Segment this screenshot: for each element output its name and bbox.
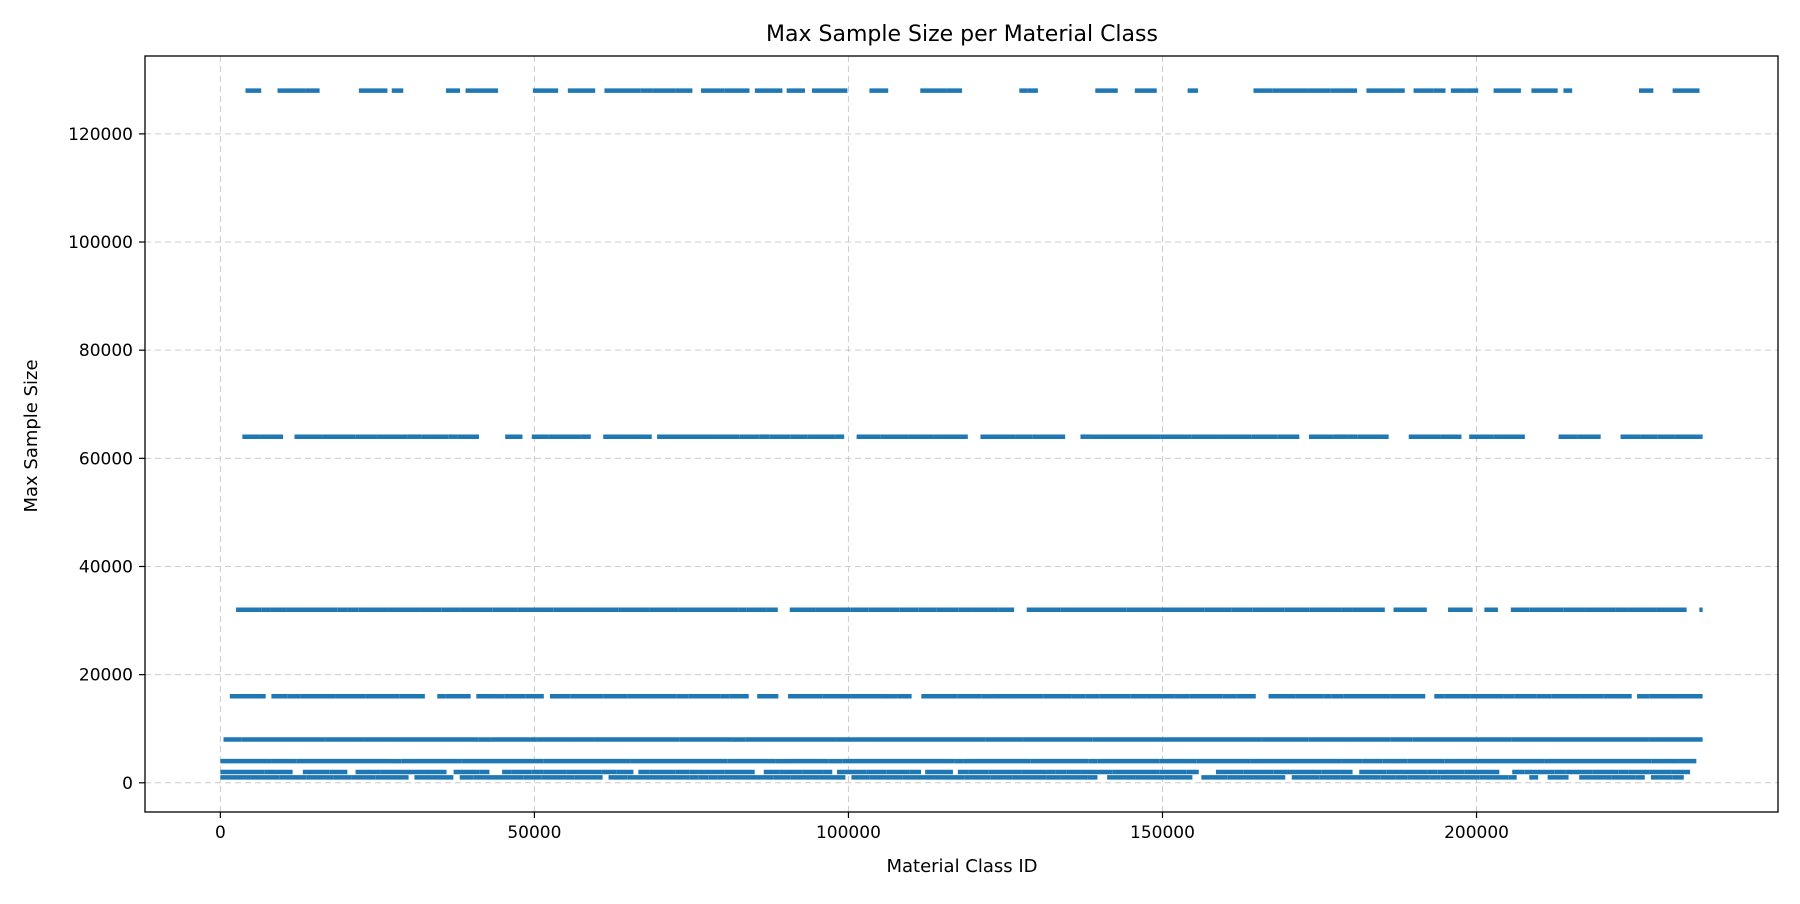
x-tick-label: 150000 — [1130, 823, 1195, 843]
x-tick-label: 100000 — [816, 823, 881, 843]
y-tick-label: 20000 — [79, 666, 133, 686]
y-tick-label: 100000 — [68, 233, 133, 253]
plot-frame — [144, 55, 1779, 813]
y-axis-label: Max Sample Size — [21, 359, 42, 512]
x-tick-label: 200000 — [1444, 823, 1509, 843]
grid-lines — [145, 56, 1778, 812]
x-tick-label: 0 — [215, 823, 226, 843]
y-tick-label: 120000 — [68, 125, 133, 145]
axis-ticks: 0 50000 100000 150000 200000 0 20000 40000 60000… — [68, 125, 1509, 843]
y-tick-label: 60000 — [79, 449, 133, 469]
x-tick-label: 50000 — [507, 823, 561, 843]
y-tick-label: 80000 — [79, 341, 133, 361]
y-tick-label: 0 — [122, 774, 133, 794]
chart-title: Max Sample Size per Material Class — [766, 22, 1158, 47]
x-axis-label: Material Class ID — [886, 856, 1037, 877]
data-points — [220, 88, 1703, 780]
y-tick-label: 40000 — [79, 557, 133, 577]
